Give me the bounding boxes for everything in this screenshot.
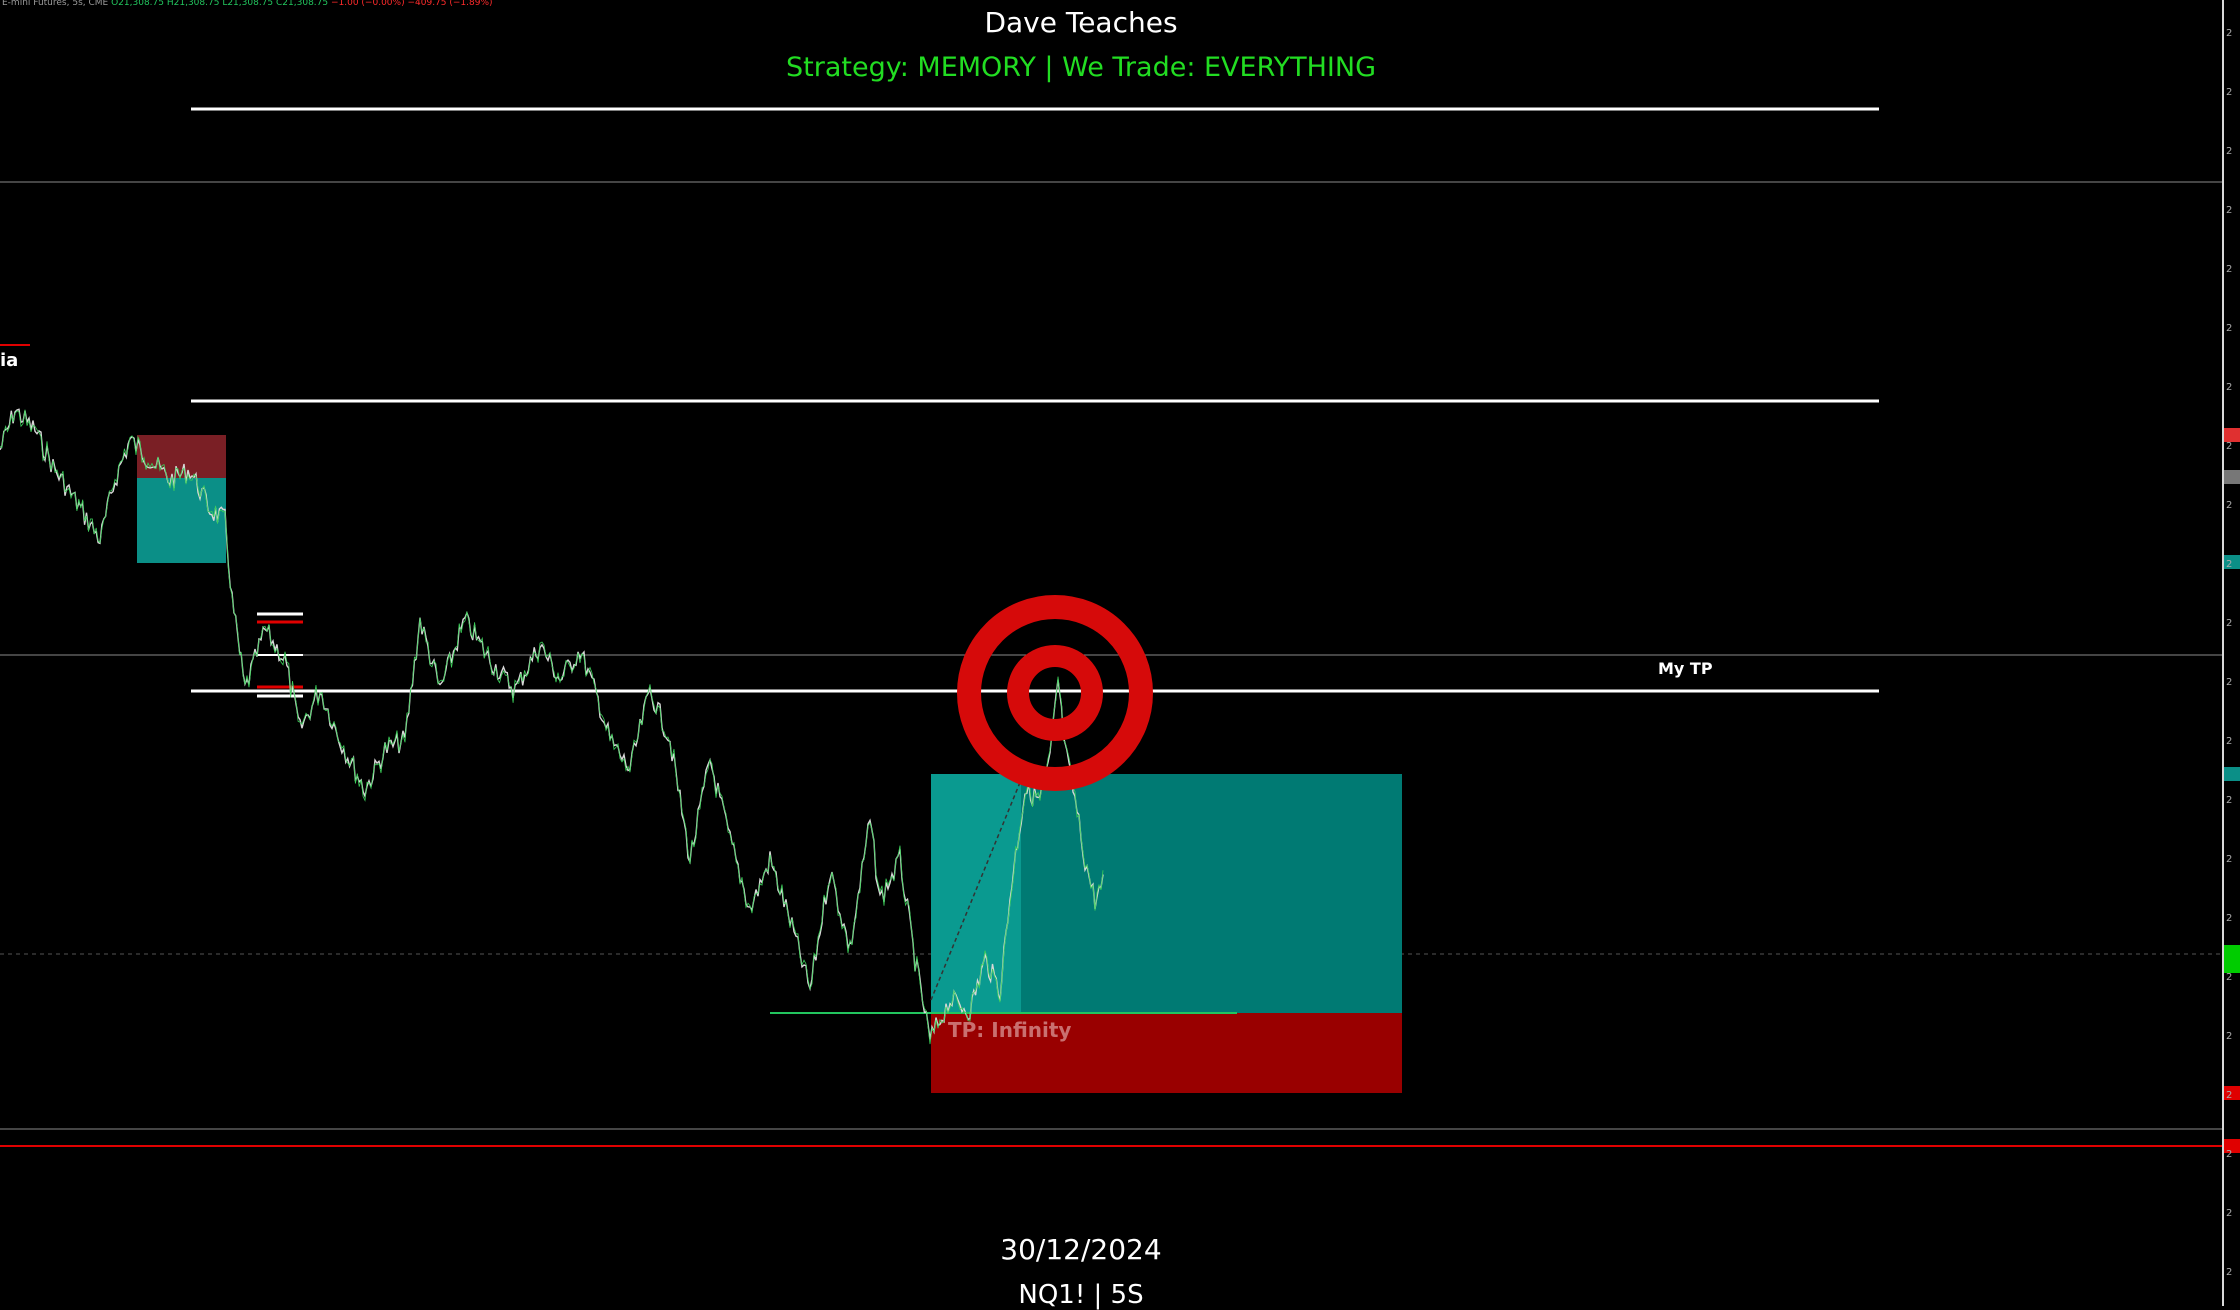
- price-axis-tick: 2: [2226, 736, 2233, 747]
- price-axis-tick: 2: [2226, 1149, 2233, 1160]
- price-tag-red-2: [2224, 1086, 2240, 1100]
- price-axis-tick: 2: [2226, 1267, 2233, 1278]
- price-axis[interactable]: 2 2 2 2 2 2 2 2 2 2 2 2 2 2 2 2 2 2 2 2 2 2: [2222, 0, 2240, 1306]
- symbol-name: E-mini Futures, 5s, CME: [2, 0, 109, 8]
- price-axis-tick: 2: [2226, 559, 2233, 570]
- price-axis-tick: 2: [2226, 205, 2233, 216]
- left-position-profit-zone[interactable]: [137, 478, 226, 563]
- symbol-legend[interactable]: E-mini Futures, 5s, CME O21,308.75 H21,3…: [2, 0, 493, 8]
- position-tp-label: TP: Infinity: [948, 1018, 1072, 1042]
- ohlc-high: H21,308.75: [166, 0, 220, 8]
- price-axis-tick: 2: [2226, 323, 2233, 334]
- price-tag-red-1: [2224, 428, 2240, 442]
- position-loss-zone[interactable]: [931, 1013, 1402, 1093]
- side-label: ia: [0, 350, 19, 371]
- price-axis-tick: 2: [2226, 913, 2233, 924]
- price-axis-tick: 2: [2226, 972, 2233, 983]
- price-axis-tick: 2: [2226, 1208, 2233, 1219]
- trade-path-dashed: [930, 779, 1022, 1001]
- price-axis-tick: 2: [2226, 854, 2233, 865]
- price-axis-tick: 2: [2226, 87, 2233, 98]
- price-series-overlay: [0, 409, 1104, 1045]
- ohlc-change-2: −409.75 (−1.89%): [407, 0, 493, 8]
- ohlc-low: L21,308.75: [222, 0, 274, 8]
- price-axis-tick: 2: [2226, 618, 2233, 629]
- price-axis-tick: 2: [2226, 382, 2233, 393]
- position-profit-zone-highlight: [931, 774, 1021, 1013]
- chart-subtitle: Strategy: MEMORY | We Trade: EVERYTHING: [786, 52, 1376, 83]
- target-icon: [957, 595, 1153, 791]
- price-tag-green: [2224, 945, 2240, 973]
- price-tag-teal-1: [2224, 555, 2240, 569]
- price-axis-tick: 2: [2226, 441, 2233, 452]
- price-axis-tick: 2: [2226, 500, 2233, 511]
- price-series: [0, 408, 1104, 1040]
- price-axis-tick: 2: [2226, 28, 2233, 39]
- chart-title: Dave Teaches: [984, 6, 1178, 39]
- price-axis-tick: 2: [2226, 1090, 2233, 1101]
- ohlc-close: C21,308.75: [276, 0, 329, 8]
- price-tag-gray: [2224, 470, 2240, 484]
- price-tag-red-3: [2224, 1139, 2240, 1153]
- ohlc-open: O21,308.75: [111, 0, 164, 8]
- price-tag-teal-2: [2224, 767, 2240, 781]
- ohlc-change: −1.00 (−0.00%): [330, 0, 405, 8]
- price-axis-tick: 2: [2226, 146, 2233, 157]
- footer-symbol: NQ1! | 5S: [1018, 1280, 1144, 1310]
- price-axis-tick: 2: [2226, 795, 2233, 806]
- footer-date: 30/12/2024: [1000, 1233, 1162, 1266]
- price-axis-tick: 2: [2226, 677, 2233, 688]
- price-axis-tick: 2: [2226, 1031, 2233, 1042]
- price-axis-tick: 2: [2226, 264, 2233, 275]
- my-tp-label[interactable]: My TP: [1658, 659, 1713, 678]
- left-position-loss-zone[interactable]: [137, 435, 226, 478]
